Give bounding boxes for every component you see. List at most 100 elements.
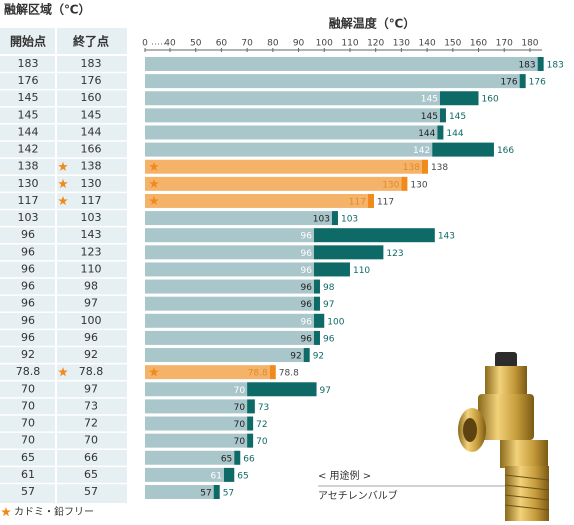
range-bar [313,279,320,294]
table-cell: 130 [18,177,39,190]
range-bar [247,399,255,414]
table-cell: 57 [84,485,98,498]
end-label: 65 [237,471,248,481]
table-cell: 183 [18,57,39,70]
x-tick-label: 0 [142,39,148,49]
start-bar [145,450,235,465]
start-bar [145,279,314,294]
end-label: 117 [377,197,394,207]
table-cell: 96 [21,280,35,293]
start-label: 70 [234,386,246,396]
range-bar [223,467,235,482]
range-bar [313,313,325,328]
range-bar [432,142,494,157]
chart-title: 融解温度（℃） [329,16,416,31]
start-bar [145,108,440,123]
table-cell: 70 [21,417,35,430]
range-bar [367,193,374,208]
range-bar [519,74,526,89]
table-cell: 78.8 [16,365,41,378]
end-label: 138 [431,163,448,173]
end-label: 100 [327,317,344,327]
start-bar [145,262,314,277]
start-label: 176 [500,78,517,88]
start-label: 57 [200,489,211,499]
start-bar [145,125,438,140]
table-cell: 145 [81,108,102,121]
x-tick-label: 170 [496,39,513,49]
x-tick-label: 90 [293,39,305,49]
start-label: 92 [290,352,301,362]
table-cell: 138 [18,160,39,173]
end-label: 98 [323,283,335,293]
start-bar [145,416,248,431]
start-label: 145 [421,112,438,122]
end-label: 72 [256,420,267,430]
x-tick-label: 120 [367,39,384,49]
end-label: 70 [256,437,268,447]
start-bar [145,193,368,208]
table-cell: 70 [84,434,98,447]
start-bar [145,433,248,448]
table-cell: 96 [84,331,98,344]
start-label: 138 [403,163,420,173]
table-cell: 138 [81,160,102,173]
table-cell: 103 [81,211,102,224]
table-cell: 96 [21,245,35,258]
x-tick-label: 70 [241,39,253,49]
x-tick-label: 40 [164,39,176,49]
table-cell: 144 [81,125,102,138]
start-label: 96 [301,300,313,310]
end-label: 97 [323,300,334,310]
table-cell: 100 [81,314,102,327]
x-tick-label: 140 [419,39,436,49]
x-tick-label: 100 [316,39,333,49]
table-cell: 144 [18,125,39,138]
range-bar [269,365,276,380]
end-label: 143 [438,232,455,242]
table-cell: 176 [18,74,39,87]
end-label: 78.8 [279,369,299,379]
range-bar [247,382,317,397]
start-label: 96 [301,232,313,242]
end-label: 145 [449,112,466,122]
table-cell: 66 [84,451,98,464]
range-bar [247,433,254,448]
start-bar [145,91,440,106]
annotation-label: アセチレンバルブ [318,489,398,502]
end-label: 166 [497,146,514,156]
start-label: 96 [301,334,313,344]
table-cell: 72 [84,417,98,430]
start-label: 183 [518,61,535,71]
start-label: 96 [301,249,313,259]
table-cell: 110 [81,262,102,275]
table-cell: 65 [21,451,35,464]
end-label: 130 [410,180,427,190]
table-cell: 160 [81,91,102,104]
table-cell: 96 [21,262,35,275]
start-bar [145,485,214,499]
start-label: 70 [234,437,246,447]
column-header: 終了点 [73,34,109,49]
range-bar [313,330,320,345]
column-header: 開始点 [10,34,46,49]
table-cell: 130 [81,177,102,190]
table-cell: 96 [21,331,35,344]
table-cell: 183 [81,57,102,70]
end-label: 103 [341,215,358,225]
table-cell: 145 [18,108,39,121]
range-bar [401,176,408,191]
end-label: 144 [446,129,463,139]
x-tick-label: 50 [190,39,202,49]
x-tick-label: 80 [267,39,279,49]
table-cell: 57 [21,485,35,498]
range-bar [313,296,320,311]
start-bar [145,159,422,174]
start-label: 96 [301,266,313,276]
start-bar [145,245,314,260]
table-cell: 92 [21,348,35,361]
start-bar [145,382,248,397]
start-label: 70 [234,403,246,413]
start-label: 145 [421,95,438,105]
